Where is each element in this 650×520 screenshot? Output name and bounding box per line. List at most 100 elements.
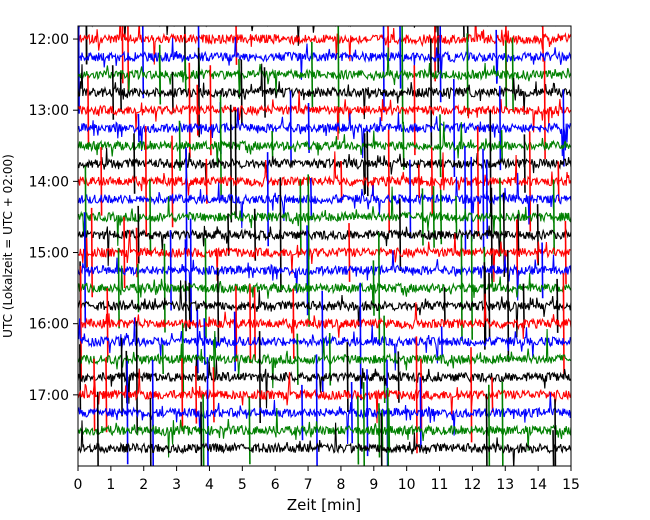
trace-spike [85,26,88,65]
trace-spike [240,59,243,126]
x-tick-label: 7 [304,477,313,493]
x-axis: 0 1 2 3 4 5 6 7 8 9 10 11 12 13 14 15 [74,466,580,493]
trace-line [78,356,571,409]
trace-spike [306,225,309,316]
trace-spike [499,85,502,171]
trace-spike [263,67,266,118]
trace-spike [120,337,123,417]
trace-spike [100,147,103,216]
trace-line [78,225,571,266]
trace-spike [401,26,404,124]
trace-spike [149,397,152,466]
trace-spike [117,247,120,329]
trace-spike [79,344,82,410]
trace-spike [206,357,209,466]
trace-spike [359,282,362,401]
trace-spike [121,26,124,84]
trace-spike [200,401,203,466]
trace-spike [397,351,400,403]
x-tick-label: 1 [106,477,115,493]
trace-spike [181,323,185,396]
trace-spike [137,113,140,143]
trace-spike [399,26,402,89]
x-tick-label: 15 [562,477,580,493]
trace-spike [161,344,164,375]
trace-spike [399,198,402,272]
trace-spike [413,65,416,156]
trace-spike [443,287,446,325]
trace-spike [377,232,381,345]
trace-spike [238,59,241,91]
x-tick-label: 2 [139,477,148,493]
trace-spike [340,160,343,202]
plot-frame [77,25,572,467]
trace-spike [470,236,473,340]
trace-spike [363,133,366,194]
trace-spike [439,114,442,178]
trace-spike [137,263,140,313]
trace-spike [419,377,422,449]
trace-spike [362,382,366,466]
trace-spike [562,273,565,375]
trace-spike [96,391,99,466]
trace-spike [169,230,172,311]
trace-spike [488,272,491,339]
trace-spike [348,223,351,282]
trace-spike [383,315,386,404]
trace-spike [227,213,230,256]
trace-line [78,147,571,196]
trace-line [78,420,571,466]
x-tick-label: 4 [205,477,214,493]
x-tick-label: 13 [496,477,514,493]
trace-spike [366,131,369,197]
trace-spike [307,174,310,260]
trace-spike [188,62,191,158]
trace-spike [181,358,184,432]
trace-spike [511,37,514,112]
trace-spike [87,75,90,145]
trace-spike [350,381,353,444]
trace-line [78,250,571,302]
trace-line [78,121,571,167]
trace-spike [171,135,174,228]
x-tick-label: 12 [463,477,481,493]
trace-spike [564,220,567,285]
trace-spike [415,336,418,454]
trace-spike [485,393,488,466]
trace-spike [248,396,251,465]
trace-spike [476,126,480,237]
trace-spike [202,394,205,466]
trace-spike [307,102,310,154]
x-tick-label: 10 [398,477,416,493]
trace-spike [301,384,304,441]
x-tick-label: 6 [271,477,280,493]
trace-spike [388,408,391,453]
trace-spike [504,40,508,109]
trace-spike [163,243,166,333]
trace-spike [311,41,314,108]
y-tick-label: 13:00 [29,103,69,119]
trace-spike [466,33,469,116]
trace-spike [366,369,369,457]
trace-spike [488,384,491,466]
trace-spike [321,290,324,393]
x-tick-label: 5 [238,477,247,493]
trace-spike [420,373,423,417]
trace-spike [417,164,421,199]
trace-spike [464,145,467,253]
trace-spike [346,342,349,413]
trace-spike [171,71,174,114]
trace-spike [554,399,557,466]
x-tick-label: 3 [172,477,181,493]
trace-spike [541,242,544,299]
trace-line [78,26,571,65]
trace-spike [184,58,187,91]
trace-spike [213,339,216,380]
trace-spike [310,177,313,221]
trace-spike [83,212,87,329]
trace-spike [195,366,198,424]
trace-line [78,229,571,283]
trace-spike [315,354,318,466]
trace-spike [119,72,122,112]
trace-spike [184,26,186,76]
